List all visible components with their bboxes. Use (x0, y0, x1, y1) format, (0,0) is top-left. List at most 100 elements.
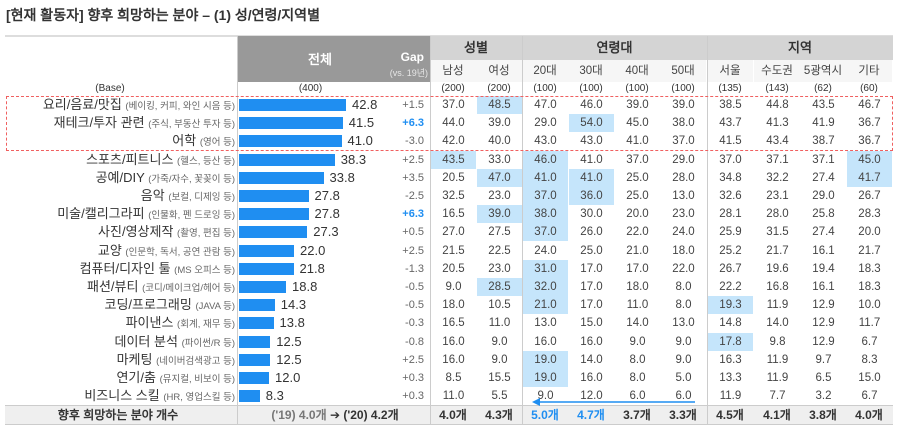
table-cell: 37.0 (626, 153, 649, 166)
table-cell: 6.7 (861, 335, 878, 348)
table-cell: 17.0 (580, 299, 603, 312)
table-cell: 47.0 (477, 168, 522, 187)
table-cell: 28.0 (672, 171, 695, 184)
table-cell: 21.5 (442, 244, 465, 257)
table-cell: 11.9 (766, 299, 789, 312)
row-name: 공예/DIY (95, 169, 145, 185)
table-cell: 42.0 (442, 135, 465, 148)
total-divider (237, 36, 238, 425)
column-header: 수도권 (754, 60, 800, 82)
table-cell: 31.0 (523, 259, 568, 278)
table-cell: 8.0 (629, 353, 646, 366)
bar-value-label: 38.3 (340, 151, 367, 167)
bar (239, 390, 260, 403)
table-cell: 21.7 (858, 244, 881, 257)
table-cell: 16.0 (580, 335, 603, 348)
row-note: (헬스, 등산 등) (177, 155, 235, 167)
table-cell: 38.0 (672, 117, 695, 130)
table-cell: 45.0 (847, 150, 892, 169)
table-cell: 41.9 (812, 117, 835, 130)
table-cell: 43.0 (580, 135, 603, 148)
table-cell: 24.0 (534, 244, 557, 257)
table-cell: 12.9 (812, 317, 835, 330)
row-name: 요리/음료/맛집 (42, 97, 122, 112)
table-cell: 16.3 (719, 353, 742, 366)
row-note: (보컬, 디제잉 등) (168, 192, 235, 203)
table-cell: 23.0 (488, 190, 511, 202)
table-cell: 19.3 (708, 296, 753, 315)
table-cell: 36.7 (858, 117, 881, 130)
bar-value-label: 13.8 (279, 315, 305, 331)
table-cell: 48.5 (477, 96, 522, 114)
row-name: 비즈니스 스킬 (84, 388, 160, 404)
table-cell: 24.0 (672, 226, 695, 239)
table-cell: 23.0 (672, 208, 695, 221)
table-cell: 37.0 (719, 153, 742, 166)
base-label: (Base) (95, 83, 125, 94)
table-cell: 39.0 (672, 99, 695, 111)
gap-value: +0.3 (402, 372, 424, 384)
row-name: 재테크/투자 관련 (53, 115, 145, 131)
table-cell: 3.2 (815, 390, 832, 403)
footer-row (5, 405, 893, 425)
row-note: (HR, 영업스킬 등) (163, 392, 235, 404)
table-cell: 37.1 (812, 153, 835, 166)
table-cell: 38.5 (719, 99, 742, 111)
table-cell: 26.0 (580, 226, 603, 239)
row-label: 코딩/프로그래밍 (JAVA 등) (0, 296, 235, 314)
table-cell: 32.5 (442, 190, 465, 202)
table-cell: 18.3 (858, 281, 881, 293)
row-label: 공예/DIY (가죽/자수, 꽃꽂이 등) (0, 169, 235, 187)
gap-value: +1.5 (402, 99, 424, 111)
table-cell: 41.0 (626, 135, 649, 148)
table-cell: 21.7 (766, 244, 789, 257)
row-name: 스포츠/피트니스 (86, 151, 174, 167)
footer-value: 3.7개 (623, 408, 651, 422)
bar (239, 190, 309, 202)
bar-value-label: 41.0 (347, 133, 373, 149)
column-header: 남성 (430, 60, 476, 82)
row-note: (주식, 부동산 투자 등) (148, 119, 235, 131)
table-cell: 11.9 (766, 372, 789, 384)
gap-value: -2.5 (405, 190, 424, 202)
table-cell: 19.4 (812, 262, 835, 275)
table-cell: 43.7 (719, 117, 742, 130)
bar-value-label: 12.5 (276, 351, 302, 367)
table-cell: 5.0 (675, 372, 692, 384)
footer-value: 5.0개 (531, 408, 559, 422)
table-cell: 32.0 (523, 278, 568, 296)
table-cell: 12.9 (812, 299, 835, 312)
row-label: 연기/춤 (뮤지컬, 비보이 등) (0, 369, 235, 387)
table-cell: 9.0 (445, 281, 462, 293)
row-label: 스포츠/피트니스 (헬스, 등산 등) (0, 151, 235, 169)
bar-value-label: 27.8 (314, 206, 340, 222)
table-cell: 21.0 (626, 244, 649, 257)
table-cell: 41.0 (580, 153, 603, 166)
column-header: 30대 (568, 60, 614, 82)
gap-value: +2.5 (402, 153, 424, 166)
row-note: (파이썬/R 등) (181, 337, 235, 349)
table-cell: 20.0 (626, 208, 649, 221)
column-base: (100) (625, 83, 649, 94)
table-cell: 30.0 (580, 208, 603, 221)
table-cell: 9.0 (491, 353, 508, 366)
table-cell: 7.7 (769, 390, 786, 403)
table-cell: 45.0 (626, 117, 649, 130)
table-cell: 10.5 (488, 299, 511, 312)
table-cell: 11.7 (858, 317, 881, 330)
row-label: 사진/영상제작 (촬영, 편집 등) (0, 223, 235, 241)
table-cell: 43.5 (431, 150, 476, 169)
page-title: [현재 활동자] 향후 희망하는 분야 – (1) 성/연령/지역별 (6, 7, 320, 23)
table-cell: 29.0 (534, 117, 557, 130)
table-cell: 32.6 (719, 190, 742, 202)
table-cell: 8.5 (445, 372, 462, 384)
table-cell: 29.0 (812, 190, 835, 202)
table-cell: 20.5 (442, 262, 465, 275)
footer-value: 4.3개 (485, 408, 513, 422)
table-cell: 41.0 (523, 168, 568, 187)
arrow-right-icon: ➔ (329, 408, 341, 422)
row-name: 파이낸스 (125, 315, 174, 331)
footer-value: 4.5개 (716, 408, 744, 422)
table-cell: 18.0 (626, 281, 649, 293)
table-cell: 39.0 (626, 99, 649, 111)
